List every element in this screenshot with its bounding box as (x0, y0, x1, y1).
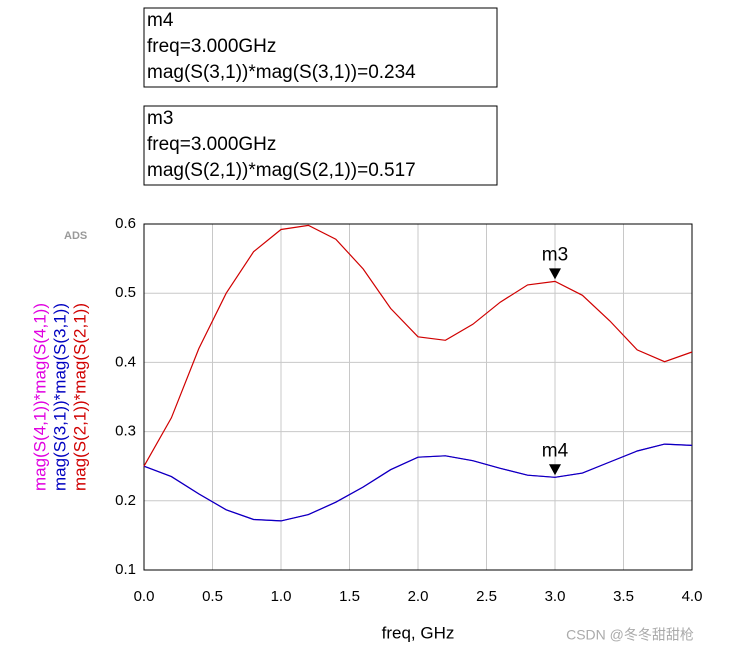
marker-box-line: freq=3.000GHz (147, 36, 276, 57)
y-tick-label: 0.3 (115, 423, 136, 440)
plot-frame (143, 223, 693, 571)
series-line (143, 224, 693, 467)
y-tick-label: 0.5 (115, 284, 136, 301)
marker-box-line: m4 (147, 10, 174, 31)
marker-box: m3 freq=3.000GHz mag(S(2,1))*mag(S(2,1))=0… (143, 105, 498, 186)
marker-box-line: m3 (147, 108, 173, 129)
x-tick-label: 3.5 (613, 588, 634, 605)
y-tick-label: 0.2 (115, 492, 136, 509)
x-axis-title: freq, GHz (382, 623, 455, 642)
x-tick-label: 1.0 (271, 588, 292, 605)
legend-entry: mag(S(4,1))*mag(S(4,1)) (30, 303, 49, 491)
marker-triangle (549, 464, 561, 476)
legend-entry: mag(S(3,1))*mag(S(3,1)) (50, 303, 69, 491)
watermark: CSDN @冬冬甜甜枪 (566, 627, 694, 643)
x-tick-label: 1.5 (339, 588, 360, 605)
marker-label: m3 (542, 244, 568, 265)
marker-box: m4 freq=3.000GHz mag(S(3,1))*mag(S(3,1))=0… (143, 7, 498, 88)
marker-box-frame (143, 105, 498, 186)
marker-box-line: freq=3.000GHz (147, 134, 276, 155)
x-tick-label: 2.0 (408, 588, 429, 605)
x-tick-label: 2.5 (476, 588, 497, 605)
x-tick-label: 4.0 (682, 588, 703, 605)
tool-tag: ADS (64, 230, 87, 242)
marker-triangle (549, 268, 561, 280)
x-tick-label: 0.5 (202, 588, 223, 605)
marker-box-line: mag(S(2,1))*mag(S(2,1))=0.517 (147, 160, 416, 181)
marker-label: m4 (542, 440, 569, 461)
legend-entry: mag(S(2,1))*mag(S(2,1)) (70, 303, 89, 491)
y-tick-label: 0.6 (115, 215, 136, 232)
x-tick-label: 0.0 (134, 588, 155, 605)
y-tick-label: 0.4 (115, 353, 136, 370)
y-tick-label: 0.1 (115, 561, 136, 578)
marker-box-line: mag(S(3,1))*mag(S(3,1))=0.234 (147, 62, 416, 83)
series-line (143, 443, 693, 522)
x-tick-label: 3.0 (545, 588, 566, 605)
marker-box-frame (143, 7, 498, 88)
